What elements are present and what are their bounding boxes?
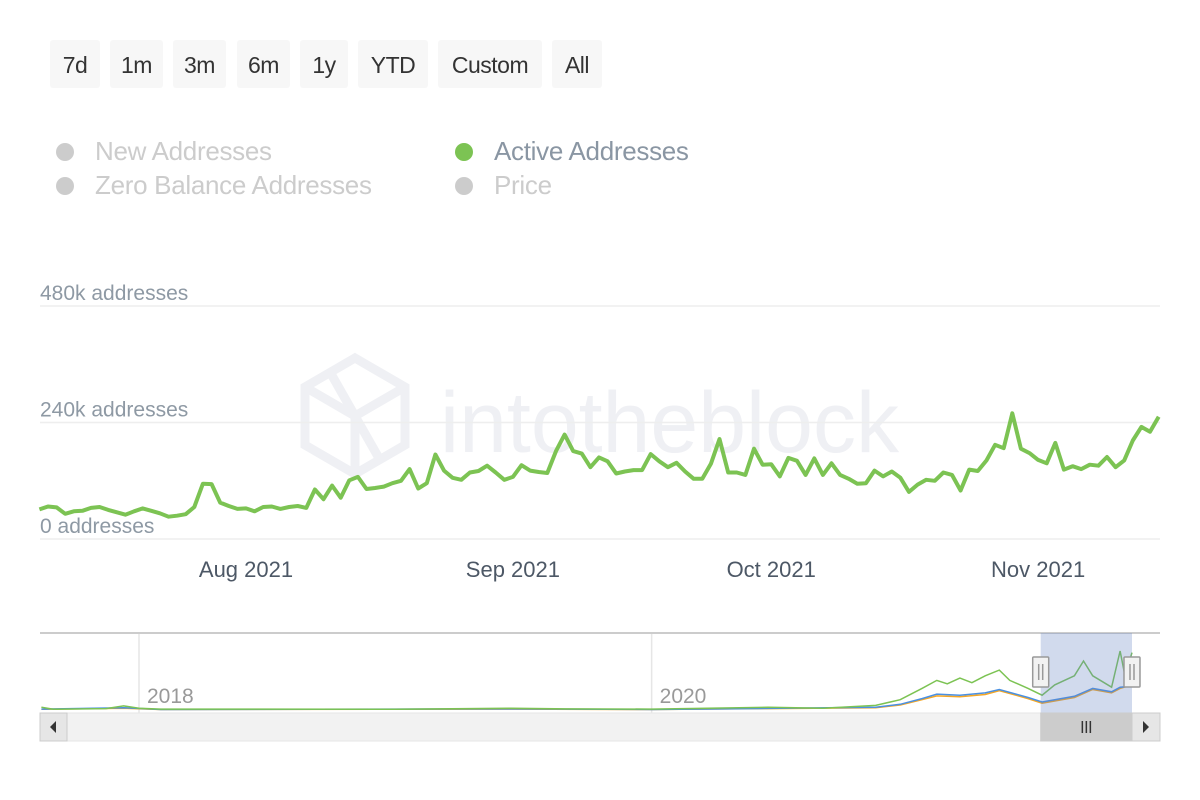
navigator[interactable]: 2018 2020 xyxy=(40,632,1160,713)
navigator-right-handle[interactable] xyxy=(1123,656,1141,688)
y-tick-label: 0 addresses xyxy=(40,515,154,538)
scrollbar-thumb[interactable] xyxy=(1040,712,1133,742)
navigator-series-line xyxy=(41,684,1133,711)
legend-label: Price xyxy=(494,170,552,200)
watermark-logo-icon xyxy=(300,352,410,480)
navigator-series xyxy=(41,650,1133,711)
intotheblock-watermark: intotheblock xyxy=(300,352,900,480)
x-axis-labels: Aug 2021 Sep 2021 Oct 2021 Nov 2021 xyxy=(199,557,1085,582)
navigator-year-label: 2020 xyxy=(660,685,707,708)
x-tick-label: Aug 2021 xyxy=(199,557,293,582)
x-tick-label: Oct 2021 xyxy=(727,557,816,582)
legend-dot-icon xyxy=(56,177,74,195)
legend-dot-icon xyxy=(455,143,473,161)
series-lines xyxy=(38,411,1161,519)
y-axis-labels: 0 addresses 240k addresses 480k addresses xyxy=(40,282,188,538)
range-7d-button[interactable]: 7d xyxy=(50,40,100,88)
scrollbar[interactable] xyxy=(39,712,1161,742)
navigator-year-gridlines: 2018 2020 xyxy=(138,634,707,713)
range-custom-button[interactable]: Custom xyxy=(438,40,542,88)
range-all-button[interactable]: All xyxy=(552,40,602,88)
x-tick-label: Nov 2021 xyxy=(991,557,1085,582)
navigator-series-line xyxy=(41,650,1133,711)
legend-item-zero-balance-addresses[interactable]: Zero Balance Addresses xyxy=(56,170,372,200)
navigator-year-label: 2018 xyxy=(147,685,194,708)
y-gridlines xyxy=(40,305,1160,540)
y-tick-label: 480k addresses xyxy=(40,282,188,305)
navigator-series-line xyxy=(41,685,1133,711)
legend-item-price[interactable]: Price xyxy=(455,170,552,200)
legend-dot-icon xyxy=(56,143,74,161)
active-addresses-line xyxy=(38,411,1161,519)
range-6m-button[interactable]: 6m xyxy=(237,40,290,88)
range-ytd-button[interactable]: YTD xyxy=(358,40,428,88)
navigator-selected-range[interactable] xyxy=(1040,633,1132,713)
legend-label: Zero Balance Addresses xyxy=(95,170,372,200)
scrollbar-track[interactable] xyxy=(39,712,1161,742)
legend-label: Active Addresses xyxy=(494,136,689,166)
y-tick-label: 240k addresses xyxy=(40,399,188,422)
grip-icon xyxy=(1081,721,1092,733)
legend-item-new-addresses[interactable]: New Addresses xyxy=(56,136,272,166)
x-tick-label: Sep 2021 xyxy=(466,557,560,582)
legend-dot-icon xyxy=(455,177,473,195)
legend-label: New Addresses xyxy=(95,136,272,166)
range-3m-button[interactable]: 3m xyxy=(173,40,226,88)
navigator-left-handle[interactable] xyxy=(1031,656,1050,688)
scroll-right-button[interactable] xyxy=(1131,712,1161,742)
scroll-left-button[interactable] xyxy=(39,712,68,742)
range-1m-button[interactable]: 1m xyxy=(110,40,163,88)
arrow-right-icon xyxy=(1143,721,1149,733)
arrow-left-icon xyxy=(50,721,56,733)
range-1y-button[interactable]: 1y xyxy=(300,40,348,88)
legend-item-active-addresses[interactable]: Active Addresses xyxy=(455,136,689,166)
